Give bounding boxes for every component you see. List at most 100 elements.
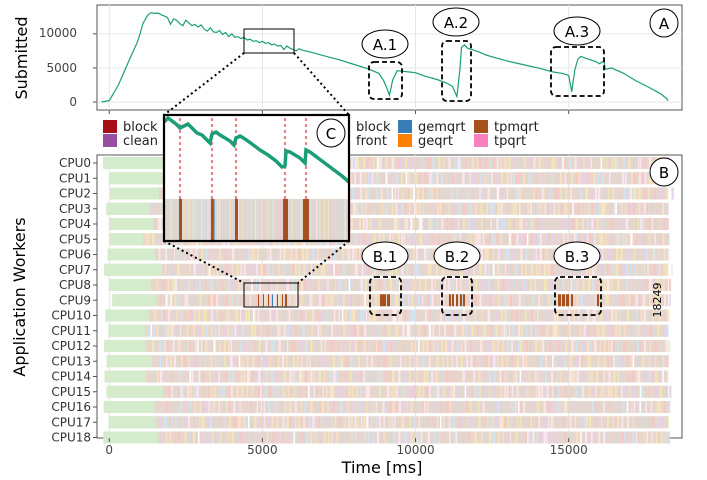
task-mark (414, 340, 417, 352)
task-mark (430, 294, 433, 307)
task-mark (288, 294, 291, 307)
task-mark (304, 401, 307, 413)
task-mark (336, 431, 339, 444)
row-gap (492, 263, 495, 276)
task-mark (518, 401, 521, 413)
task-mark (207, 340, 209, 352)
task-mark (216, 309, 219, 322)
task-mark (543, 385, 546, 398)
task-mark (535, 370, 537, 383)
task-mark (236, 263, 239, 276)
task-mark (563, 416, 565, 429)
task-mark (429, 172, 432, 185)
task-mark (184, 431, 187, 444)
task-mark (436, 385, 440, 398)
task-mark (276, 416, 279, 429)
task-mark (167, 248, 170, 261)
task-mark (396, 340, 399, 352)
task-mark (565, 401, 568, 413)
task-mark (518, 324, 521, 337)
task-mark (603, 401, 605, 413)
legend-label-gemqrt: gemqrt (418, 120, 466, 135)
task-mark (393, 431, 396, 444)
task-mark (319, 431, 321, 444)
task-mark (346, 324, 349, 337)
inset-tpmqrt-block (179, 199, 182, 241)
task-mark (644, 340, 646, 352)
task-mark (194, 294, 196, 307)
task-mark (423, 370, 426, 383)
task-mark (240, 370, 243, 383)
task-mark (588, 324, 590, 337)
row-gap (341, 309, 344, 322)
task-mark (431, 370, 434, 383)
task-mark (578, 157, 582, 169)
task-mark (313, 385, 315, 398)
task-mark (580, 187, 583, 200)
task-mark (197, 263, 201, 276)
task-mark (334, 263, 337, 276)
task-mark (495, 416, 498, 429)
task-mark (598, 431, 601, 444)
task-mark (583, 157, 585, 169)
task-mark (442, 202, 444, 215)
task-mark (156, 370, 159, 383)
task-mark (442, 431, 444, 444)
task-mark (187, 431, 190, 444)
task-mark (237, 370, 239, 383)
task-mark (385, 157, 388, 169)
task-mark (394, 187, 397, 200)
task-mark (386, 187, 389, 200)
task-mark (302, 309, 305, 322)
task-mark (508, 324, 510, 337)
task-mark (426, 416, 428, 429)
task-mark (628, 157, 631, 169)
task-mark (217, 431, 220, 444)
task-mark (610, 385, 613, 398)
row-gap (348, 279, 351, 291)
row-label-cpu4: CPU4 (59, 217, 91, 231)
task-mark (461, 416, 464, 429)
task-mark (663, 263, 665, 276)
task-mark (581, 340, 583, 352)
task-mark (294, 294, 296, 307)
task-mark (640, 218, 643, 230)
task-mark (660, 187, 663, 200)
b-zoom-window (243, 282, 299, 308)
task-mark (165, 355, 168, 368)
task-mark (662, 355, 664, 368)
zoom-inset: C (162, 52, 351, 284)
task-mark (553, 202, 555, 215)
task-mark (414, 324, 417, 337)
task-mark (346, 431, 348, 444)
row-gap (333, 263, 335, 276)
row-warmup (106, 385, 163, 398)
task-mark (466, 355, 469, 368)
task-mark (498, 294, 500, 307)
task-mark (522, 385, 525, 398)
task-mark (438, 324, 440, 337)
task-mark (554, 187, 557, 200)
task-mark (522, 233, 525, 246)
inset-task-mark (344, 199, 346, 241)
task-mark (301, 248, 305, 261)
task-mark (643, 233, 645, 246)
task-mark (442, 385, 445, 398)
task-mark (174, 431, 176, 444)
task-mark (453, 431, 457, 444)
panel-b-x-label: Time [ms] (341, 458, 423, 477)
task-mark (338, 416, 342, 429)
task-mark (520, 218, 523, 230)
task-mark (472, 187, 475, 200)
task-mark (199, 294, 202, 307)
task-mark (452, 416, 455, 429)
task-mark (504, 370, 506, 383)
task-mark (487, 172, 489, 185)
task-mark (312, 416, 315, 429)
task-mark (538, 218, 541, 230)
task-mark (414, 263, 417, 276)
task-mark (650, 248, 653, 261)
task-mark (219, 416, 222, 429)
task-mark (618, 202, 620, 215)
task-mark (255, 294, 258, 307)
